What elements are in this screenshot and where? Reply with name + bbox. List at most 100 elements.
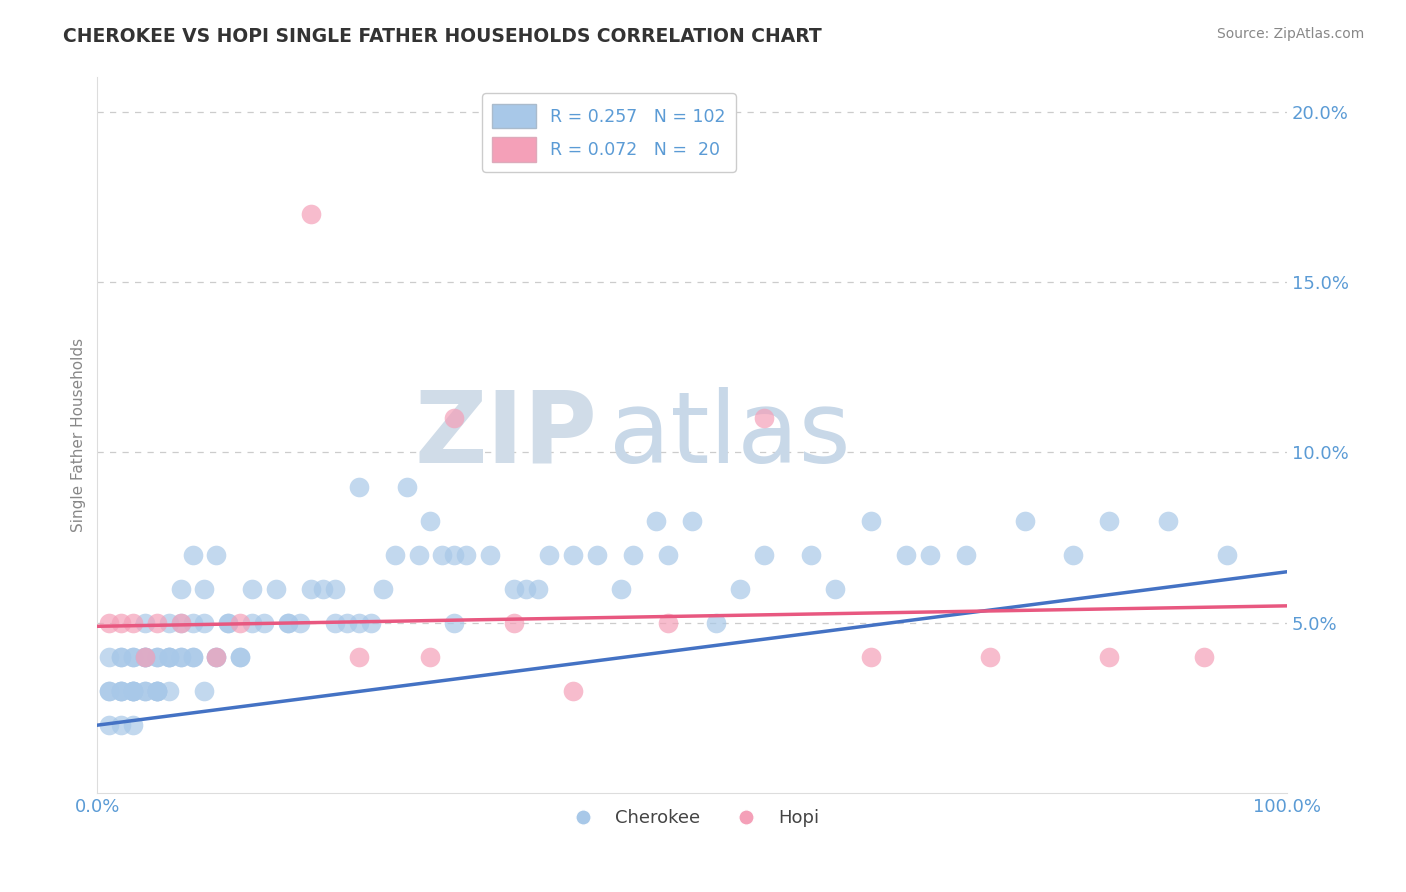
Point	[384, 548, 406, 562]
Point	[169, 650, 191, 665]
Point	[1097, 514, 1119, 528]
Point	[323, 582, 346, 596]
Point	[98, 684, 121, 698]
Point	[360, 615, 382, 630]
Point	[181, 650, 204, 665]
Point	[98, 615, 121, 630]
Point	[110, 684, 132, 698]
Point	[657, 615, 679, 630]
Point	[301, 582, 323, 596]
Point	[169, 582, 191, 596]
Point	[181, 615, 204, 630]
Point	[157, 650, 180, 665]
Point	[920, 548, 942, 562]
Point	[979, 650, 1001, 665]
Point	[456, 548, 478, 562]
Point	[205, 548, 228, 562]
Point	[800, 548, 823, 562]
Point	[419, 650, 441, 665]
Point	[301, 207, 323, 221]
Point	[229, 650, 252, 665]
Point	[395, 479, 418, 493]
Point	[704, 615, 727, 630]
Text: ZIP: ZIP	[415, 387, 598, 483]
Point	[157, 684, 180, 698]
Point	[277, 615, 299, 630]
Point	[157, 650, 180, 665]
Point	[193, 582, 215, 596]
Point	[122, 718, 145, 732]
Point	[122, 684, 145, 698]
Point	[526, 582, 548, 596]
Point	[264, 582, 287, 596]
Point	[1062, 548, 1084, 562]
Point	[336, 615, 359, 630]
Point	[134, 684, 156, 698]
Point	[562, 684, 585, 698]
Point	[134, 684, 156, 698]
Point	[312, 582, 335, 596]
Point	[217, 615, 239, 630]
Point	[229, 615, 252, 630]
Point	[1216, 548, 1239, 562]
Point	[240, 582, 263, 596]
Point	[859, 650, 882, 665]
Point	[621, 548, 644, 562]
Point	[824, 582, 846, 596]
Point	[157, 615, 180, 630]
Y-axis label: Single Father Households: Single Father Households	[72, 338, 86, 533]
Point	[122, 684, 145, 698]
Point	[657, 548, 679, 562]
Point	[122, 650, 145, 665]
Point	[146, 684, 169, 698]
Point	[134, 650, 156, 665]
Point	[217, 615, 239, 630]
Point	[502, 615, 524, 630]
Point	[134, 650, 156, 665]
Point	[181, 650, 204, 665]
Point	[110, 650, 132, 665]
Point	[134, 650, 156, 665]
Point	[146, 684, 169, 698]
Legend: Cherokee, Hopi: Cherokee, Hopi	[558, 802, 827, 834]
Point	[586, 548, 609, 562]
Point	[169, 615, 191, 630]
Point	[347, 479, 370, 493]
Point	[146, 615, 169, 630]
Point	[110, 684, 132, 698]
Point	[146, 650, 169, 665]
Point	[98, 650, 121, 665]
Point	[645, 514, 668, 528]
Point	[253, 615, 276, 630]
Point	[169, 615, 191, 630]
Point	[752, 411, 775, 425]
Point	[419, 514, 441, 528]
Point	[110, 684, 132, 698]
Point	[408, 548, 430, 562]
Point	[896, 548, 918, 562]
Point	[110, 615, 132, 630]
Point	[859, 514, 882, 528]
Point	[443, 548, 465, 562]
Point	[146, 650, 169, 665]
Point	[478, 548, 501, 562]
Point	[205, 650, 228, 665]
Point	[432, 548, 454, 562]
Point	[134, 615, 156, 630]
Point	[157, 650, 180, 665]
Point	[122, 650, 145, 665]
Point	[110, 718, 132, 732]
Point	[122, 684, 145, 698]
Point	[181, 548, 204, 562]
Point	[205, 650, 228, 665]
Point	[98, 718, 121, 732]
Point	[240, 615, 263, 630]
Point	[443, 411, 465, 425]
Point	[347, 650, 370, 665]
Point	[146, 684, 169, 698]
Point	[562, 548, 585, 562]
Point	[610, 582, 633, 596]
Point	[98, 684, 121, 698]
Point	[1157, 514, 1180, 528]
Point	[288, 615, 311, 630]
